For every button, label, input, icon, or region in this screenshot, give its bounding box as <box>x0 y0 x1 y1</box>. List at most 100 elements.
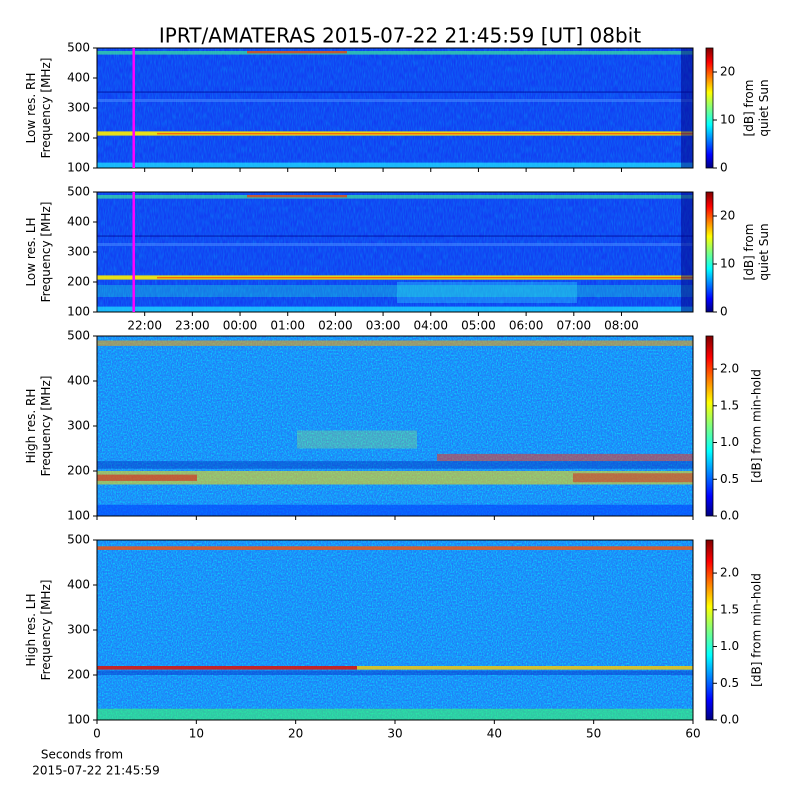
x-tick-label: 10 <box>189 727 204 741</box>
colorbar-tick-label: 0.5 <box>720 472 739 486</box>
colorbar-tick-label: 0.5 <box>720 676 739 690</box>
colorbar-label: [dB] from min-hold <box>750 573 764 687</box>
spectrogram-band <box>97 91 693 93</box>
y-tick-label: 400 <box>67 215 90 229</box>
y-tick-label: 300 <box>67 245 90 259</box>
x-tick-label: 20 <box>288 727 303 741</box>
y-axis-label: High res. RH <box>24 389 38 464</box>
y-axis-label: High res. LH <box>24 593 38 666</box>
chart-title: IPRT/AMATERAS 2015-07-22 21:45:59 [UT] 0… <box>159 24 641 48</box>
x-tick-label: 60 <box>685 727 700 741</box>
colorbar <box>705 539 714 721</box>
spectrogram-band <box>573 473 693 483</box>
spectrogram-edge <box>681 192 693 312</box>
y-axis-label: Low res. LH <box>24 217 38 286</box>
spectrogram-band <box>247 195 347 198</box>
colorbar <box>705 191 714 313</box>
y-tick-label: 300 <box>67 101 90 115</box>
spectrogram-band <box>97 666 357 670</box>
y-tick-label: 100 <box>67 161 90 175</box>
spectrogram-band <box>97 471 693 485</box>
spectrogram-band <box>97 306 693 312</box>
spectrogram <box>97 336 693 516</box>
y-tick-label: 500 <box>67 41 90 55</box>
spectrogram-band <box>97 235 693 237</box>
colorbar-label: [dB] from <box>742 80 756 137</box>
y-axis-label: Low res. RH <box>24 73 38 144</box>
y-tick-label: 100 <box>67 509 90 523</box>
colorbar-label: quiet Sun <box>757 79 771 136</box>
colorbar-tick-label: 0.0 <box>720 509 739 523</box>
x-tick-label: 03:00 <box>366 319 401 333</box>
y-tick-label: 300 <box>67 419 90 433</box>
spectrogram-band <box>97 99 693 102</box>
x-tick-label: 01:00 <box>270 319 305 333</box>
y-axis-label: Frequency [MHz] <box>39 376 53 477</box>
spectrogram-band <box>297 430 417 449</box>
x-axis-label: 2015-07-22 21:45:59 <box>32 764 159 778</box>
spectrogram-band <box>397 282 577 303</box>
y-tick-label: 200 <box>67 668 90 682</box>
spectrogram <box>97 540 693 720</box>
spectrogram <box>97 192 693 312</box>
colorbar-tick-label: 1.0 <box>720 639 739 653</box>
x-tick-label: 06:00 <box>509 319 544 333</box>
spectrogram-noise <box>97 540 693 720</box>
spectrogram-band <box>97 474 197 481</box>
x-tick-label: 30 <box>387 727 402 741</box>
y-tick-label: 100 <box>67 713 90 727</box>
y-tick-label: 400 <box>67 71 90 85</box>
spectrogram-noise <box>97 336 693 516</box>
colorbar <box>705 47 714 169</box>
y-tick-label: 400 <box>67 374 90 388</box>
spectrogram-noise <box>97 192 693 312</box>
colorbar-tick-label: 1.0 <box>720 435 739 449</box>
y-axis-label: Frequency [MHz] <box>39 580 53 681</box>
colorbar-label: [dB] from min-hold <box>750 369 764 483</box>
x-tick-label: 23:00 <box>175 319 210 333</box>
spectrogram-band <box>97 708 693 720</box>
y-tick-label: 500 <box>67 329 90 343</box>
x-tick-label: 00:00 <box>223 319 258 333</box>
x-tick-label: 04:00 <box>413 319 448 333</box>
spectrogram-band <box>157 132 693 135</box>
spectrogram-noise <box>97 48 693 168</box>
x-tick-label: 22:00 <box>127 319 162 333</box>
colorbar-tick-label: 1.5 <box>720 602 739 616</box>
spectrogram-band <box>97 340 693 346</box>
x-tick-label: 0 <box>93 727 101 741</box>
colorbar-tick-label: 0 <box>720 305 728 319</box>
colorbar-tick-label: 0 <box>720 161 728 175</box>
y-axis-label: Frequency [MHz] <box>39 58 53 159</box>
spectrogram-band <box>97 195 693 199</box>
x-axis-label: Seconds from <box>41 748 123 762</box>
spectrogram-band <box>97 285 693 297</box>
spectrogram-band <box>247 51 347 54</box>
y-tick-label: 200 <box>67 464 90 478</box>
y-axis-label: Frequency [MHz] <box>39 202 53 303</box>
colorbar-tick-label: 20 <box>720 209 735 223</box>
y-tick-label: 500 <box>67 533 90 547</box>
y-tick-label: 200 <box>67 131 90 145</box>
colorbar-tick-label: 10 <box>720 113 735 127</box>
colorbar-tick-label: 2.0 <box>720 362 739 376</box>
x-tick-label: 40 <box>487 727 502 741</box>
spectrogram-band <box>97 162 693 168</box>
colorbar-tick-label: 1.5 <box>720 398 739 412</box>
spectrogram-band <box>437 453 693 462</box>
spectrogram <box>97 48 693 168</box>
y-tick-label: 300 <box>67 623 90 637</box>
colorbar-tick-label: 0.0 <box>720 713 739 727</box>
colorbar-tick-label: 20 <box>720 65 735 79</box>
y-tick-label: 200 <box>67 275 90 289</box>
spectrogram-band <box>97 670 693 675</box>
spectrogram-band <box>97 243 693 246</box>
y-tick-label: 400 <box>67 578 90 592</box>
spectrogram-band <box>357 666 693 670</box>
spectrogram-edge <box>681 48 693 168</box>
x-tick-label: 08:00 <box>604 319 639 333</box>
spectrogram-band <box>157 276 693 279</box>
colorbar <box>705 335 714 517</box>
colorbar-tick-label: 10 <box>720 257 735 271</box>
